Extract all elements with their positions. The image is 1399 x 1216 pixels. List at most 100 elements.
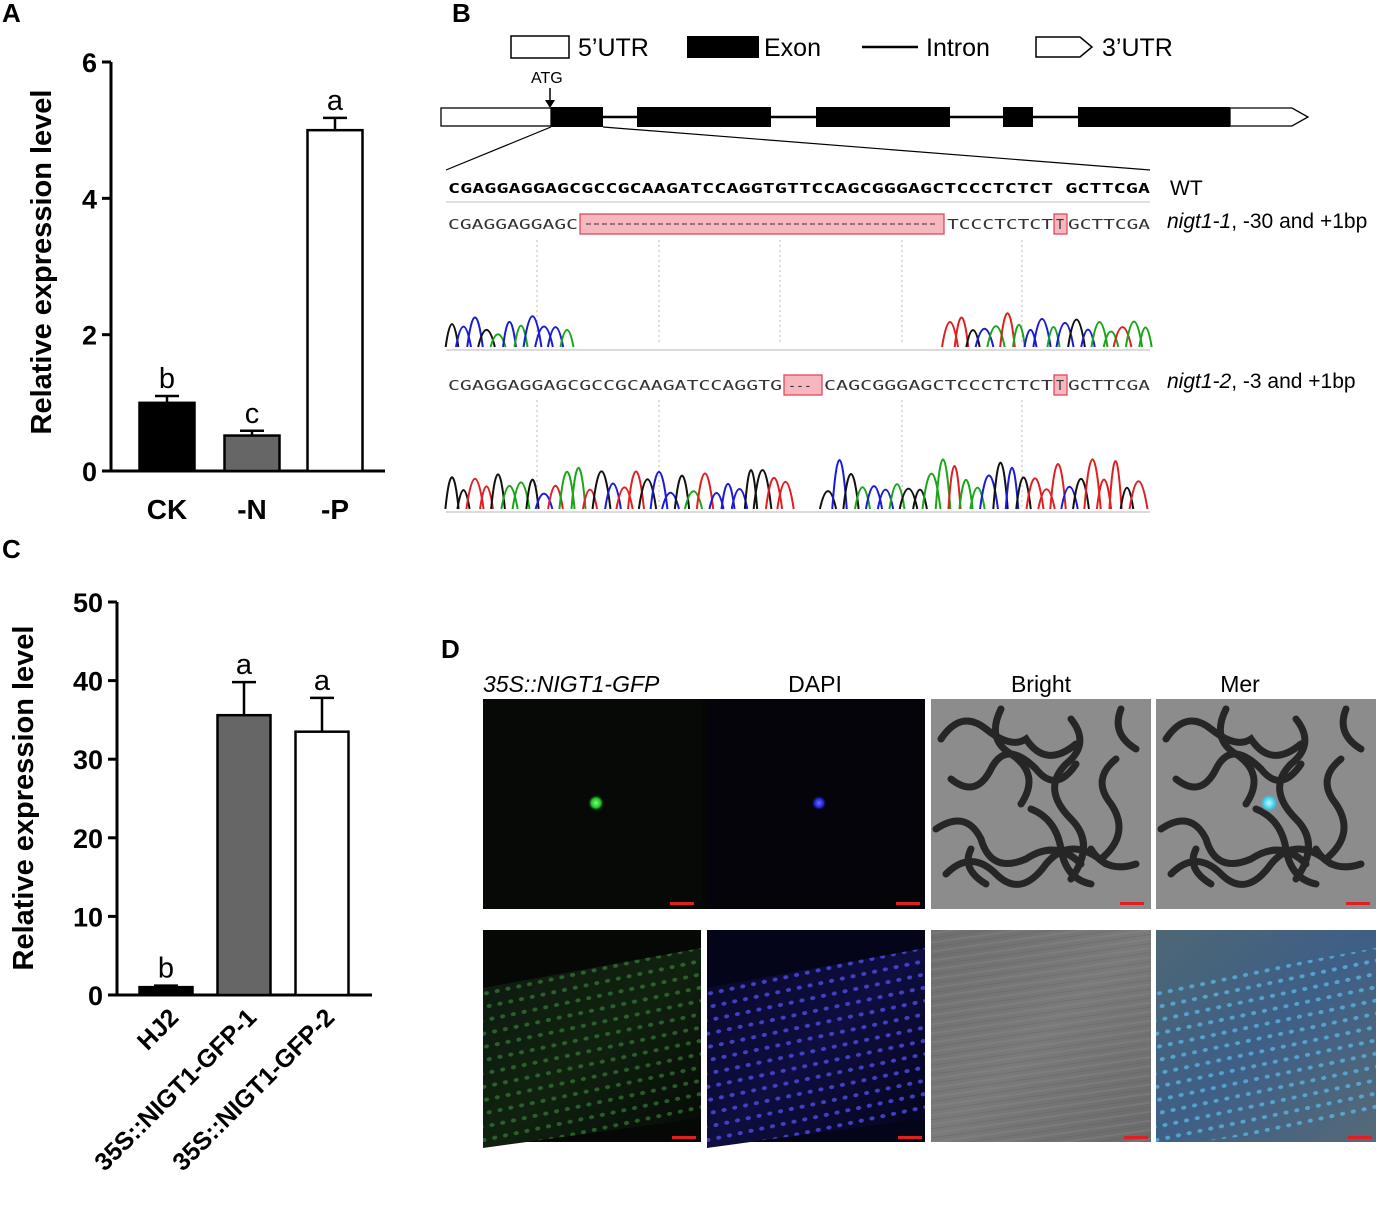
cell-outline bbox=[932, 817, 1085, 868]
scale-bar bbox=[670, 902, 694, 905]
significance-letter: a bbox=[236, 649, 253, 681]
atg-arrow-head bbox=[545, 100, 555, 108]
nigt1-2-deletion-box bbox=[783, 374, 823, 396]
x-tick-label: HJ2 bbox=[132, 1003, 184, 1055]
nigt1-2-chromatogram bbox=[444, 400, 1150, 513]
chromatogram-peak bbox=[921, 472, 942, 510]
exon-2 bbox=[637, 107, 771, 127]
nigt1-2-sequence-row: CGAGGAGGAGCGCCGCAAGATCCAGGTG --- CAGCGGG… bbox=[448, 370, 1356, 396]
scale-bar bbox=[672, 1136, 696, 1139]
exon-3 bbox=[816, 107, 950, 127]
cell-outline bbox=[1157, 817, 1310, 868]
cell-outline bbox=[1167, 845, 1335, 888]
cell-outline bbox=[1189, 845, 1215, 888]
nigt1-2-deletion: --- bbox=[788, 379, 812, 394]
x-tick-label: -N bbox=[237, 494, 267, 525]
y-tick-label: 2 bbox=[82, 321, 97, 351]
exon-5 bbox=[1078, 107, 1230, 127]
chromatogram-peak bbox=[525, 478, 540, 510]
scale-bar bbox=[898, 1136, 922, 1139]
gene-structure-legend: 5’UTR Exon Intron 3’UTR bbox=[510, 34, 1173, 62]
utr3-box bbox=[1229, 107, 1310, 127]
cell-outline bbox=[1276, 715, 1312, 883]
chromatogram-peak bbox=[683, 490, 704, 510]
chromatogram-peak bbox=[965, 329, 981, 348]
nigt1-1-chromatogram bbox=[444, 240, 1153, 351]
nigt1-2-insert: T bbox=[1056, 379, 1064, 394]
chromatogram-peak bbox=[615, 486, 634, 510]
y-tick-label: 30 bbox=[73, 745, 103, 775]
cell-outline bbox=[1322, 755, 1348, 863]
y-tick-label: 10 bbox=[73, 902, 103, 932]
chromatogram-peak bbox=[456, 489, 471, 510]
cell-outline bbox=[1339, 705, 1365, 753]
nigt1-2-label-name: nigt1-2 bbox=[1167, 370, 1232, 393]
scale-bar bbox=[896, 902, 920, 905]
intron-legend-label: Intron bbox=[926, 34, 990, 62]
cell-outline bbox=[937, 717, 1080, 759]
chromatogram-peak bbox=[477, 328, 496, 348]
chromatogram-peak bbox=[999, 312, 1016, 348]
scale-bar bbox=[1348, 1136, 1372, 1139]
chromatogram-peak bbox=[1004, 467, 1020, 510]
significance-letter: b bbox=[159, 363, 175, 395]
utr5-box bbox=[440, 107, 552, 127]
chromatogram-peak bbox=[986, 325, 1006, 348]
cell-outline bbox=[1216, 705, 1258, 808]
chromatogram-peak bbox=[752, 469, 773, 510]
chromatogram-peak bbox=[547, 485, 564, 510]
nigt1-1-sequence-row: CGAGGAGGAGC TCCCTCTCT T GCTTCGA nigt1-1,… bbox=[448, 210, 1367, 235]
y-tick-label: 20 bbox=[73, 824, 103, 854]
nigt1-1-seq-end: GCTTCGA bbox=[1068, 218, 1150, 233]
column-title-merge: Mer bbox=[1220, 671, 1260, 697]
chromatogram-peak bbox=[1119, 486, 1135, 510]
chromatogram-peak bbox=[1025, 477, 1045, 510]
chromatogram-peak bbox=[864, 485, 884, 510]
utr5-legend-label: 5’UTR bbox=[578, 34, 649, 62]
nigt1-2-insert-box bbox=[1053, 374, 1068, 396]
chromatogram-peak bbox=[502, 321, 517, 348]
panel-c-y-axis-label: Relative expression level bbox=[8, 626, 40, 971]
chromatogram-peak bbox=[661, 491, 680, 510]
significance-letter: b bbox=[158, 953, 174, 985]
panel-a: A Relative expression level 0 2 4 6 CK -N -P b… bbox=[2, 0, 385, 525]
dapi-nucleus bbox=[811, 795, 827, 811]
nigt1-1-seq-left: CGAGGAGGAGC bbox=[448, 218, 578, 233]
x-tick-label: -P bbox=[321, 494, 349, 525]
exon-4 bbox=[1003, 107, 1033, 127]
exon-1 bbox=[551, 107, 603, 127]
significance-letter: a bbox=[327, 85, 344, 117]
chromatogram-peak bbox=[581, 488, 599, 510]
panel-d: D 35S::NIGT1-GFP DAPI Bright Mer bbox=[441, 634, 1376, 1148]
chromatogram-peak bbox=[1072, 477, 1090, 510]
column-title-bright: Bright bbox=[1011, 671, 1072, 697]
nigt1-1-insert: T bbox=[1056, 218, 1064, 233]
scale-bar bbox=[1346, 902, 1370, 905]
utr3-legend-label: 3’UTR bbox=[1102, 34, 1173, 62]
chromatogram-peak bbox=[534, 492, 554, 510]
nigt1-1-label-name: nigt1-1 bbox=[1167, 210, 1231, 233]
zoom-line-right bbox=[602, 126, 1151, 171]
panel-c: C Relative expression level 0 10 20 30 40 50 H… bbox=[2, 534, 372, 1176]
y-tick-label: 4 bbox=[82, 184, 97, 214]
chromatogram-peak bbox=[1102, 330, 1120, 348]
cell-outline bbox=[1312, 845, 1365, 871]
panel-a-y-axis-label: Relative expression level bbox=[26, 90, 58, 435]
chromatogram-peak bbox=[898, 487, 919, 510]
chromatogram-peak bbox=[888, 483, 906, 510]
cell-outline bbox=[1252, 805, 1320, 888]
panel-d-letter: D bbox=[441, 634, 460, 664]
significance-letter: a bbox=[314, 665, 331, 697]
bar bbox=[306, 128, 364, 473]
cell-outline bbox=[1114, 705, 1140, 753]
chromatogram-peak bbox=[627, 470, 645, 510]
chromatogram-peak bbox=[1015, 476, 1032, 510]
chromatogram-peak bbox=[637, 478, 658, 510]
chromatogram-peak bbox=[947, 465, 962, 510]
nigt1-2-label: nigt1-2, -3 and +1bp bbox=[1167, 370, 1356, 393]
y-tick-label: 6 bbox=[82, 48, 97, 78]
panel-a-bars: b c a bbox=[138, 85, 364, 473]
chromatogram-peak bbox=[969, 486, 986, 510]
panel-b: B 5’UTR Exon Intron 3’UTR ATG bbox=[440, 0, 1367, 513]
merge-nucleus bbox=[1260, 794, 1278, 812]
